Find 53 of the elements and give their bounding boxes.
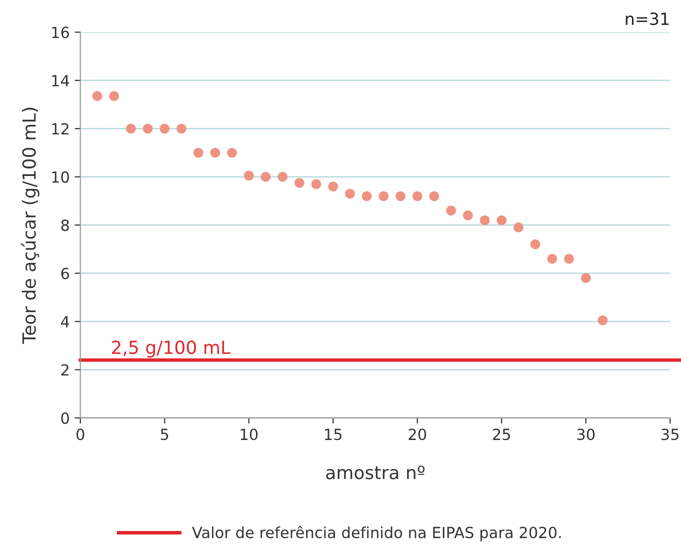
legend-label: Valor de referência definido na EIPAS para 2020.: [192, 526, 561, 542]
point: [530, 239, 540, 250]
point: [412, 191, 422, 202]
point: [92, 91, 102, 101]
point: [244, 170, 254, 181]
y-tick-label: 14: [52, 75, 70, 86]
point: [176, 124, 186, 134]
point: [480, 215, 490, 226]
x-tick-label: 5: [160, 428, 168, 440]
x-tick-label: 30: [577, 428, 595, 440]
point: [514, 222, 524, 232]
x-tick-label: 25: [493, 428, 510, 440]
y-tick-label: 12: [52, 123, 68, 134]
point: [260, 172, 271, 182]
point: [362, 191, 372, 202]
point: [598, 315, 608, 326]
point: [496, 215, 507, 226]
x-axis-title: amostra nº: [326, 466, 425, 480]
x-tick-label: 15: [325, 428, 342, 440]
point: [345, 188, 355, 199]
point: [311, 179, 322, 189]
y-tick-label: 16: [52, 26, 69, 38]
point: [328, 182, 338, 192]
point: [278, 172, 288, 182]
x-tick-label: 0: [76, 428, 84, 440]
point: [429, 191, 440, 202]
text: n=31: [626, 12, 669, 26]
point: [547, 254, 558, 264]
annotation: 2,5 g/100 mL: [112, 340, 230, 358]
y-tick-label: 8: [61, 220, 69, 232]
y-tick-label: 10: [52, 171, 69, 183]
point: [378, 191, 389, 202]
y-tick-label: 0: [61, 412, 69, 424]
point: [142, 124, 153, 134]
point: [193, 148, 204, 158]
point: [160, 124, 170, 134]
point: [396, 191, 406, 202]
point: [126, 124, 136, 134]
point: [580, 273, 591, 283]
y-tick-label: 4: [60, 316, 70, 328]
y-tick-label: 6: [61, 268, 69, 280]
y-axis-title: Teor de açúcar (g/100 mL): [21, 108, 40, 344]
point: [227, 148, 237, 158]
point: [294, 178, 304, 188]
point: [446, 206, 456, 216]
point: [462, 210, 473, 220]
point: [109, 91, 119, 101]
x-tick-label: 10: [240, 428, 258, 440]
point: [210, 148, 220, 158]
x-tick-label: 20: [408, 428, 426, 440]
y-tick-label: 2: [61, 364, 68, 376]
x-tick-label: 35: [662, 428, 678, 440]
point: [564, 254, 574, 264]
